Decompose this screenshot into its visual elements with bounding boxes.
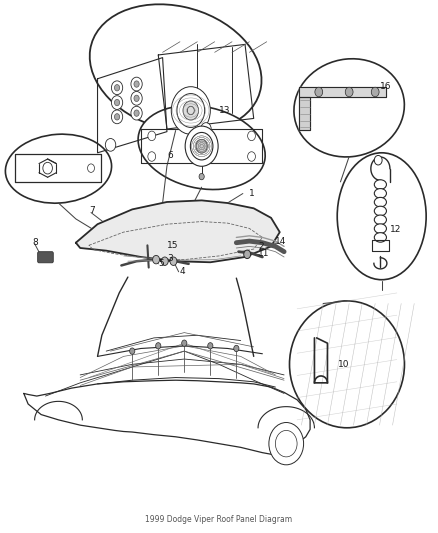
Circle shape xyxy=(247,152,255,161)
Text: 12: 12 xyxy=(390,225,402,234)
Circle shape xyxy=(111,81,123,95)
Circle shape xyxy=(114,114,120,120)
Circle shape xyxy=(177,94,205,127)
Text: 4: 4 xyxy=(180,267,186,276)
Circle shape xyxy=(131,92,142,105)
Polygon shape xyxy=(76,200,280,262)
Circle shape xyxy=(43,163,53,174)
Ellipse shape xyxy=(374,233,386,242)
Circle shape xyxy=(371,87,379,97)
Circle shape xyxy=(130,348,135,354)
Text: 16: 16 xyxy=(379,82,391,91)
Ellipse shape xyxy=(374,215,386,224)
Circle shape xyxy=(148,131,155,141)
Text: 10: 10 xyxy=(338,360,350,369)
Text: 13: 13 xyxy=(219,106,230,115)
Ellipse shape xyxy=(374,189,386,198)
Circle shape xyxy=(111,110,123,124)
Circle shape xyxy=(276,431,297,457)
Ellipse shape xyxy=(374,224,386,233)
Circle shape xyxy=(247,131,255,141)
Circle shape xyxy=(88,164,95,172)
Circle shape xyxy=(315,87,323,97)
Ellipse shape xyxy=(374,180,386,189)
Circle shape xyxy=(111,96,123,109)
Circle shape xyxy=(161,257,168,265)
Circle shape xyxy=(201,123,211,135)
Ellipse shape xyxy=(337,153,426,280)
Circle shape xyxy=(148,152,155,161)
Ellipse shape xyxy=(374,197,386,207)
Ellipse shape xyxy=(374,206,386,216)
Circle shape xyxy=(131,77,142,91)
Ellipse shape xyxy=(90,4,261,132)
Circle shape xyxy=(196,139,207,153)
Circle shape xyxy=(199,173,204,180)
Circle shape xyxy=(374,156,382,165)
Circle shape xyxy=(208,343,213,349)
Text: 15: 15 xyxy=(167,241,178,250)
Text: 7: 7 xyxy=(89,206,95,215)
Polygon shape xyxy=(299,87,386,98)
FancyBboxPatch shape xyxy=(38,252,53,263)
Ellipse shape xyxy=(294,59,404,157)
Circle shape xyxy=(182,340,187,346)
Circle shape xyxy=(234,345,239,352)
Circle shape xyxy=(131,106,142,120)
Circle shape xyxy=(134,95,139,101)
Ellipse shape xyxy=(290,301,404,428)
Circle shape xyxy=(244,250,251,259)
Text: 6: 6 xyxy=(167,151,173,160)
Text: 1999 Dodge Viper Roof Panel Diagram: 1999 Dodge Viper Roof Panel Diagram xyxy=(145,515,293,524)
Polygon shape xyxy=(299,98,310,130)
Circle shape xyxy=(191,132,213,160)
Text: 11: 11 xyxy=(258,249,269,258)
Ellipse shape xyxy=(138,106,265,190)
Circle shape xyxy=(183,101,198,120)
Text: 1: 1 xyxy=(249,189,255,198)
Text: 5: 5 xyxy=(158,260,164,268)
Text: 2: 2 xyxy=(258,242,264,251)
Text: 8: 8 xyxy=(32,238,38,247)
Text: 3: 3 xyxy=(167,254,173,263)
Circle shape xyxy=(185,126,218,166)
Circle shape xyxy=(114,99,120,106)
Circle shape xyxy=(105,139,116,151)
Circle shape xyxy=(114,85,120,91)
Circle shape xyxy=(171,87,210,134)
Circle shape xyxy=(152,255,159,264)
Circle shape xyxy=(269,423,304,465)
Circle shape xyxy=(187,106,194,115)
Circle shape xyxy=(134,81,139,87)
Circle shape xyxy=(345,87,353,97)
Circle shape xyxy=(170,257,177,265)
Circle shape xyxy=(155,343,161,349)
Text: 14: 14 xyxy=(276,237,287,246)
Ellipse shape xyxy=(5,134,112,203)
Circle shape xyxy=(134,110,139,116)
